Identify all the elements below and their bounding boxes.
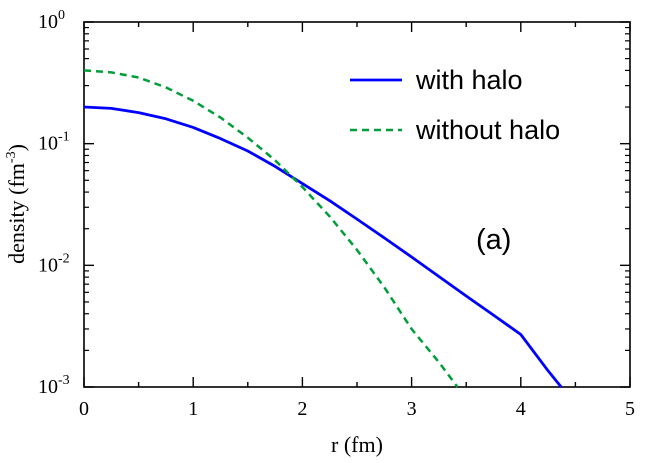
y-axis-label-sup: -3 [4, 151, 19, 163]
axis-ticks [83, 21, 631, 388]
y-axis-label: density (fm-3) [4, 144, 29, 264]
y-tick-label: 10-2 [38, 251, 70, 276]
x-tick-label: 4 [516, 398, 526, 420]
y-tick-label: 10-1 [38, 130, 70, 155]
y-tick-label: 100 [38, 8, 65, 33]
x-tick-label: 2 [297, 398, 307, 420]
x-tick-label: 3 [407, 398, 417, 420]
y-axis-label-close: ) [4, 144, 29, 151]
x-tick-label: 0 [79, 398, 89, 420]
legend-label-1: with halo [415, 65, 523, 95]
x-tick-label: 1 [188, 398, 198, 420]
data-series [83, 69, 563, 388]
legend: with halo without halo [350, 65, 560, 145]
annotation-label: (a) [476, 224, 511, 256]
legend-label-2: without halo [415, 115, 560, 145]
series-line-2 [83, 69, 459, 388]
x-axis-label: r (fm) [331, 432, 383, 457]
plot-frame [83, 21, 631, 388]
tick-labels: 0 1 2 3 4 5 10-3 10-2 10-1 100 [38, 8, 635, 420]
series-line-1 [83, 105, 563, 388]
x-tick-label: 5 [625, 398, 635, 420]
y-axis-label-base: density (fm [4, 163, 29, 264]
y-tick-label: 10-3 [38, 373, 70, 398]
